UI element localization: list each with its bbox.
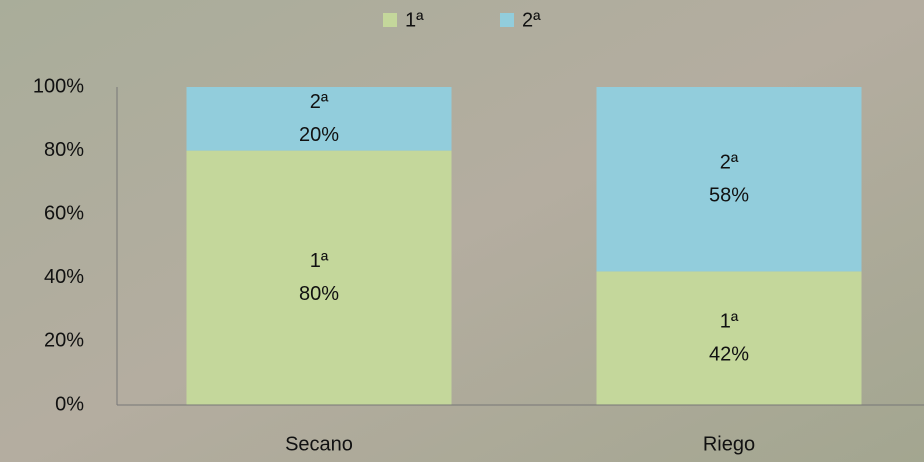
chart: 0% 20% 40% 60% 80% 100% Secano 1ª 80% 2ª 20% Riego 1…: [0, 0, 924, 462]
legend-swatch: [383, 13, 397, 27]
data-label: 42%: [709, 344, 749, 366]
data-label-name: 1ª: [720, 311, 739, 333]
legend-label: 1ª: [405, 9, 424, 31]
y-tick-label: 80%: [44, 139, 84, 161]
bar-segment: [597, 87, 862, 271]
legend-swatch: [500, 13, 514, 27]
x-tick-label: Riego: [703, 433, 755, 455]
page: {"chart_data": {"type": "stacked-bar", "…: [0, 0, 924, 462]
data-label-name: 2ª: [720, 152, 739, 174]
data-label: 58%: [709, 185, 749, 207]
y-tick-label: 0%: [55, 393, 84, 415]
data-label: 20%: [299, 124, 339, 146]
x-tick-label: Secano: [285, 433, 353, 455]
y-tick-label: 60%: [44, 202, 84, 224]
bar-segment: [597, 271, 862, 405]
y-tick-label: 100%: [33, 75, 84, 97]
data-label-name: 1ª: [310, 250, 329, 272]
legend-label: 2ª: [522, 9, 541, 31]
data-label: 80%: [299, 283, 339, 305]
bar-segment: [187, 151, 452, 405]
data-label-name: 2ª: [310, 91, 329, 113]
y-tick-label: 20%: [44, 330, 84, 352]
y-tick-label: 40%: [44, 266, 84, 288]
